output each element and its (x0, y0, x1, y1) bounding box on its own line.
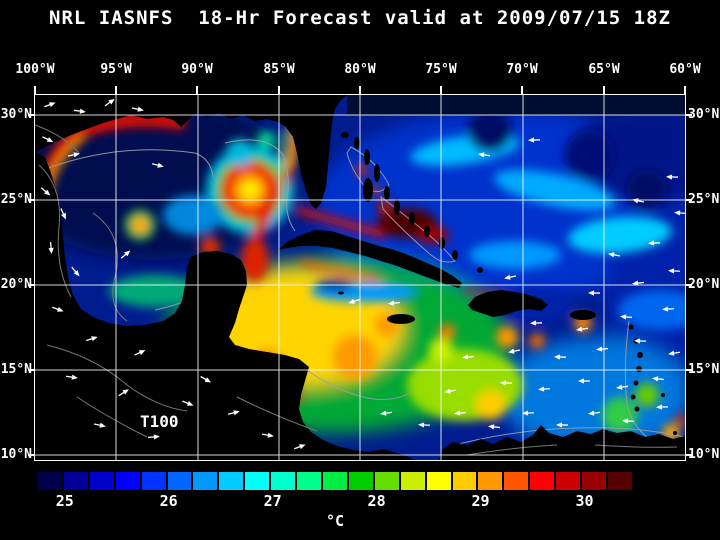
colorbar-segment (374, 472, 399, 490)
lat-label-10n-right: 10°N (688, 447, 720, 462)
colorbar-tick-29: 29 (471, 492, 490, 510)
axis-tick (684, 86, 686, 94)
colorbar-segment (167, 472, 192, 490)
lat-label-30n-right: 30°N (688, 107, 720, 122)
axis-tick (603, 86, 605, 94)
out-of-domain-strip (347, 95, 685, 115)
land-south-america (439, 425, 685, 460)
colorbar-tick-28: 28 (367, 492, 386, 510)
land-cayman (338, 291, 344, 295)
axis-tick (34, 86, 36, 94)
axis-tick (28, 114, 34, 116)
colorbar-ticks: 25 26 27 28 29 30 (38, 492, 632, 510)
axis-tick (686, 284, 692, 286)
colorbar-segment (193, 472, 218, 490)
colorbar-segment (115, 472, 140, 490)
land-contours (35, 124, 678, 456)
map-frame: T100 (34, 94, 686, 461)
lat-label-20n-right: 20°N (688, 277, 720, 292)
axis-tick (521, 86, 523, 94)
axis-tick (115, 86, 117, 94)
colorbar-segment (348, 472, 373, 490)
colorbar-segment (141, 472, 166, 490)
lon-label-80w: 80°W (344, 62, 376, 77)
lon-label-70w: 70°W (506, 62, 538, 77)
land-mexico-central-america (35, 152, 415, 460)
axis-tick (28, 199, 34, 201)
colorbar-tick-27: 27 (263, 492, 282, 510)
lon-label-65w: 65°W (588, 62, 620, 77)
colorbar-segment (556, 472, 581, 490)
colorbar-tick-25: 25 (55, 492, 74, 510)
lon-label-95w: 95°W (100, 62, 132, 77)
colorbar (38, 472, 632, 490)
colorbar-segment (271, 472, 296, 490)
colorbar-segment (426, 472, 451, 490)
lat-label-15n-left: 15°N (0, 362, 32, 377)
colorbar-segment (530, 472, 555, 490)
figure-title: NRL IASNFS 18-Hr Forecast valid at 2009/… (49, 7, 671, 29)
land-cuba (278, 230, 462, 288)
land-jamaica (387, 314, 415, 324)
lat-label-20n-left: 20°N (0, 277, 32, 292)
colorbar-segment (63, 472, 88, 490)
land-north-america (35, 95, 347, 209)
colorbar-segment (582, 472, 606, 490)
axis-tick (686, 454, 692, 456)
colorbar-segment (504, 472, 529, 490)
axis-tick (28, 369, 34, 371)
land-hispaniola (468, 290, 548, 317)
lat-label-10n-left: 10°N (0, 447, 32, 462)
axis-tick (359, 86, 361, 94)
axis-tick (686, 369, 692, 371)
lat-label-25n-left: 25°N (0, 192, 32, 207)
axis-tick (686, 114, 692, 116)
temperature-field-features (35, 108, 685, 442)
lat-label-15n-right: 15°N (688, 362, 720, 377)
small-warm-eddy (125, 210, 155, 240)
colorbar-segment (219, 472, 244, 490)
lat-label-30n-left: 30°N (0, 107, 32, 122)
lon-label-60w: 60°W (669, 62, 701, 77)
forecast-map: T100 (35, 95, 685, 460)
axis-tick (278, 86, 280, 94)
colorbar-unit: °C (325, 512, 345, 530)
axis-tick (686, 199, 692, 201)
depth-annotation: T100 (140, 412, 179, 431)
axis-tick (28, 284, 34, 286)
land-puerto-rico (570, 310, 596, 320)
colorbar-segment (297, 472, 321, 490)
colorbar-segment (452, 472, 477, 490)
lon-label-75w: 75°W (425, 62, 457, 77)
colorbar-segment (400, 472, 425, 490)
lat-label-25n-right: 25°N (688, 192, 720, 207)
axis-tick (28, 454, 34, 456)
colorbar-segment (322, 472, 347, 490)
land-bahamas (341, 132, 483, 273)
axis-tick (440, 86, 442, 94)
lon-label-90w: 90°W (181, 62, 213, 77)
lon-label-100w: 100°W (15, 62, 55, 77)
colorbar-segment (478, 472, 503, 490)
lon-label-85w: 85°W (263, 62, 295, 77)
land-masses (35, 95, 685, 460)
colorbar-segment (607, 472, 632, 490)
colorbar-tick-26: 26 (159, 492, 178, 510)
axis-tick (196, 86, 198, 94)
colorbar-segment (245, 472, 270, 490)
colorbar-segment (89, 472, 114, 490)
colorbar-tick-30: 30 (575, 492, 594, 510)
latitude-longitude-grid (35, 95, 685, 460)
bathymetry-contours (35, 139, 685, 448)
colorbar-segment (38, 472, 62, 490)
